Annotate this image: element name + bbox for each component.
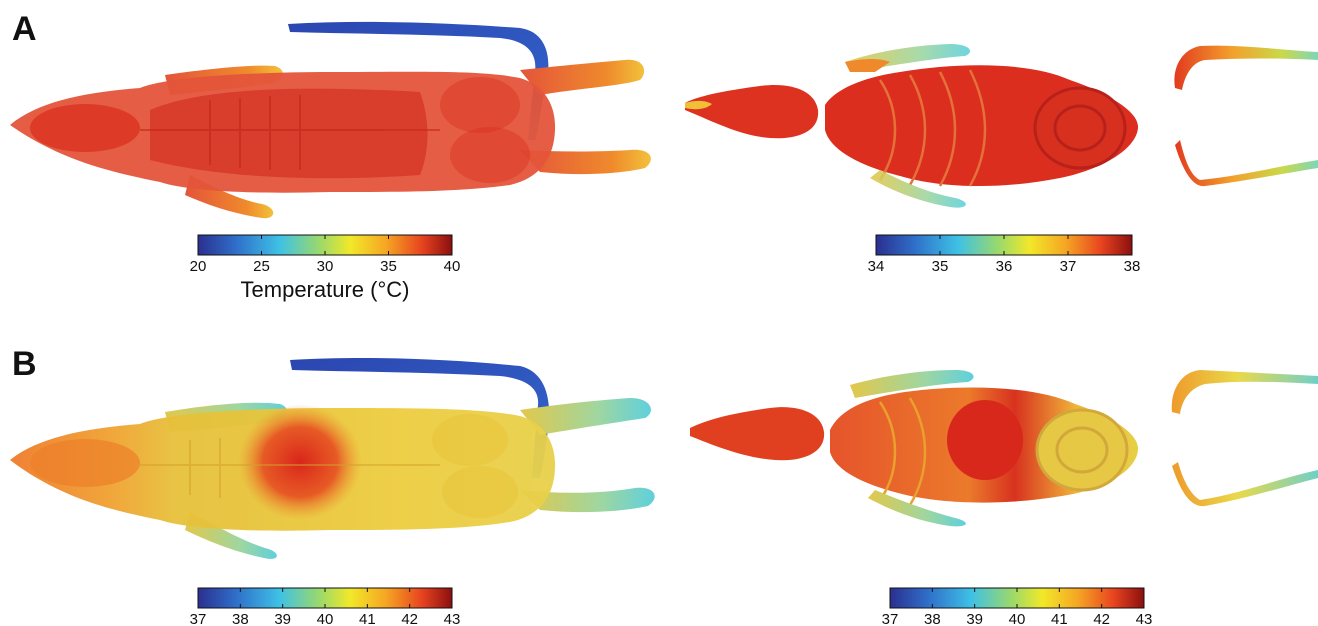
colorbar-tick-label: 42 [401, 611, 418, 626]
colorbar-tick-label: 41 [359, 611, 376, 626]
colorbar-tick-label: 40 [444, 258, 461, 275]
skull-shape [685, 85, 819, 139]
colorbar-tick-label: 30 [317, 258, 334, 275]
panel-b-hindlimb-bones [1171, 370, 1318, 507]
forelimb-upper-b [850, 370, 974, 398]
colorbar-tick-label: 39 [966, 611, 983, 626]
colorbar-tick-label: 37 [882, 611, 899, 626]
intestine-coil [1033, 86, 1127, 170]
panel-label-b: B [12, 345, 37, 383]
colorbar-tick-label: 36 [996, 258, 1013, 275]
panel-a-internal-organs-model [685, 44, 1139, 208]
panel-label-a: A [12, 10, 37, 48]
colorbar-tick-label: 35 [380, 258, 397, 275]
colorbar-panel-b-2: 37 38 39 40 41 42 43 [882, 587, 1153, 626]
panel-b-whole-body-model [10, 358, 655, 559]
colorbar-tick-label: 43 [1136, 611, 1153, 626]
colorbar-tick-label: 41 [1051, 611, 1068, 626]
colorbars: 20 25 30 35 40 Temperature (°C) 34 35 36 37 38 37 38… [190, 234, 1153, 626]
colorbar-title: Temperature (°C) [241, 277, 410, 302]
hind-leg-upper-b [520, 398, 651, 435]
hotspot-organ-b [947, 400, 1023, 480]
colorbar-tick-label: 40 [317, 611, 334, 626]
colorbar-tick-label: 37 [1060, 258, 1077, 275]
panel-b-internal-organs-model [690, 370, 1139, 527]
colorbar-tick-label: 43 [444, 611, 461, 626]
colorbar-panel-a-2: 34 35 36 37 38 [868, 234, 1141, 275]
forelimb-lower-b [868, 490, 966, 527]
colorbar-tick-label: 35 [932, 258, 949, 275]
ribcage [150, 88, 428, 179]
hindlimb-bone-lower [1175, 140, 1318, 187]
colorbar-panel-b-1: 37 38 39 40 41 42 43 [190, 587, 461, 626]
forelimb-lower [870, 170, 966, 208]
hind-leg-upper [520, 59, 645, 95]
colorbar-tick-label: 38 [924, 611, 941, 626]
tail-shape-b [290, 358, 550, 478]
hindlimb-bone-upper-b [1171, 370, 1318, 414]
colorbar-tick-label: 38 [232, 611, 249, 626]
rib-lines [878, 69, 987, 187]
pelvis-organ-lower [450, 127, 530, 183]
colorbar-tick-label: 39 [274, 611, 291, 626]
colorbar-tick-label: 38 [1124, 258, 1141, 275]
hindlimb-bone-lower-b [1172, 462, 1318, 507]
colorbar-tick-label: 37 [190, 611, 207, 626]
hind-leg-lower [520, 149, 651, 175]
colorbar-panel-a-1: 20 25 30 35 40 Temperature (°C) [190, 234, 461, 302]
panel-a-whole-body-model [10, 21, 651, 219]
skeleton-lines [140, 95, 440, 170]
intestine-coil-b [1035, 408, 1129, 492]
skull-shape-b [690, 407, 825, 461]
tail-shape [288, 21, 549, 141]
hind-leg-lower-b [520, 487, 655, 513]
colorbar-tick-label: 34 [868, 258, 885, 275]
colorbar-tick-label: 20 [190, 258, 207, 275]
pelvis-organ [440, 77, 520, 133]
head-organ [30, 104, 140, 152]
colorbar-tick-label: 42 [1093, 611, 1110, 626]
hotspot-b [238, 404, 362, 520]
colorbar-tick-label: 40 [1009, 611, 1026, 626]
colorbar-tick-label: 25 [253, 258, 270, 275]
panel-a-hindlimb-bones [1174, 45, 1318, 187]
head-organ-b [30, 439, 140, 487]
hindlimb-bone-upper [1174, 45, 1318, 90]
